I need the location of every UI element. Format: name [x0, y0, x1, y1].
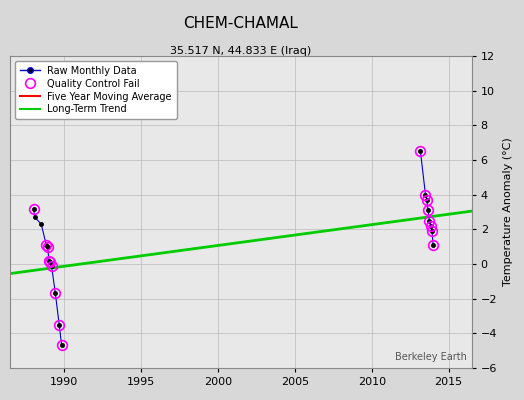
Legend: Raw Monthly Data, Quality Control Fail, Five Year Moving Average, Long-Term Tren: Raw Monthly Data, Quality Control Fail, …	[15, 61, 177, 119]
Text: CHEM-CHAMAL: CHEM-CHAMAL	[183, 16, 299, 31]
Y-axis label: Temperature Anomaly (°C): Temperature Anomaly (°C)	[503, 138, 512, 286]
Text: Berkeley Earth: Berkeley Earth	[395, 352, 467, 362]
Text: 35.517 N, 44.833 E (Iraq): 35.517 N, 44.833 E (Iraq)	[170, 46, 312, 56]
